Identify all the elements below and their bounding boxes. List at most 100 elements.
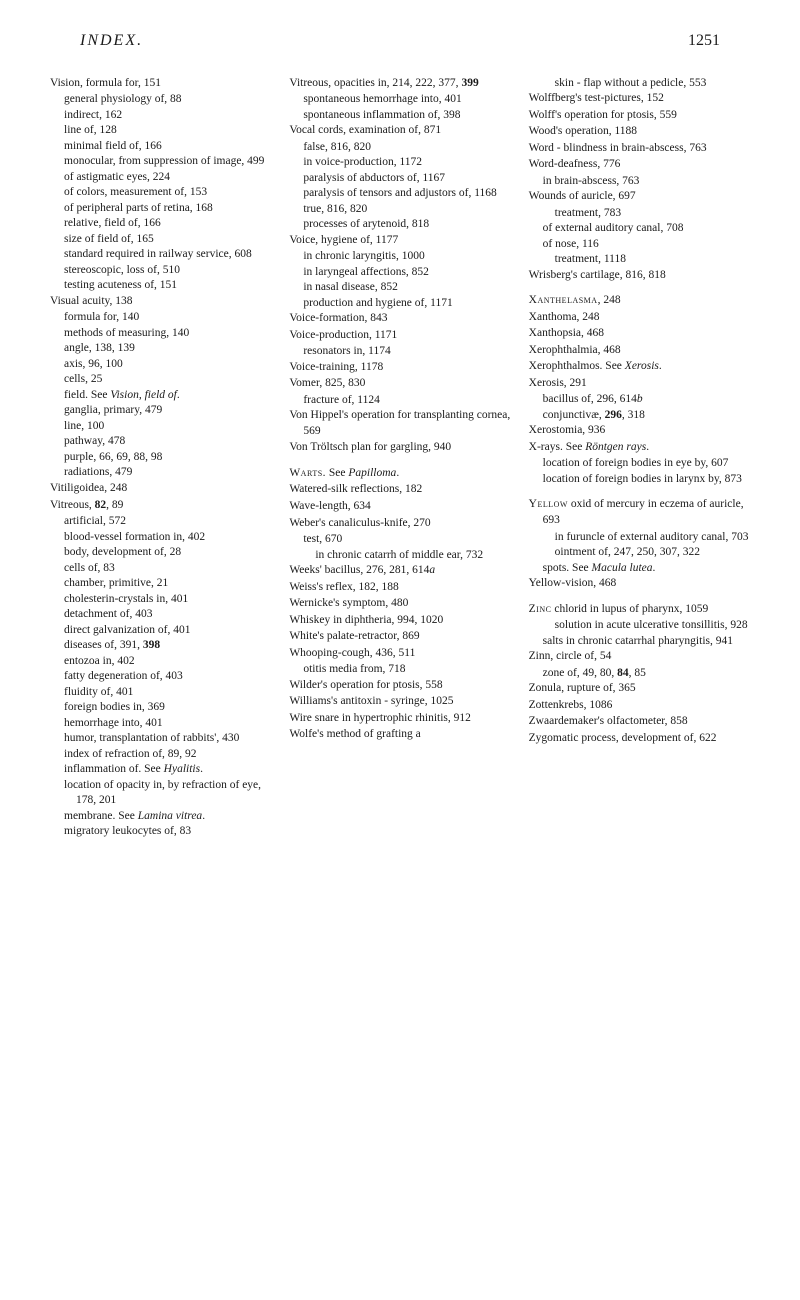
index-entry: Vitreous, opacities in, 214, 222, 377, 3… [289,76,510,92]
index-entry: chamber, primitive, 21 [50,576,271,592]
index-entry: blood-vessel formation in, 402 [50,530,271,546]
index-entry: detachment of, 403 [50,607,271,623]
index-entry: line, 100 [50,419,271,435]
index-entry: membrane. See Lamina vitrea. [50,809,271,825]
index-entry: Voice, hygiene of, 1177 [289,233,510,249]
index-entry: skin - flap without a pedicle, 553 [529,76,750,92]
index-entry: Weeks' bacillus, 276, 281, 614a [289,563,510,579]
index-entry: Word-deafness, 776 [529,157,750,173]
index-entry: monocular, from suppression of image, 49… [50,154,271,170]
index-entry: relative, field of, 166 [50,216,271,232]
index-entry: fracture of, 1124 [289,393,510,409]
index-entry: direct galvanization of, 401 [50,623,271,639]
index-entry: Word - blindness in brain-abscess, 763 [529,141,750,157]
index-entry: treatment, 783 [529,206,750,222]
index-entry: ganglia, primary, 479 [50,403,271,419]
index-entry: Xanthelasma, 248 [529,293,750,309]
index-entry: ointment of, 247, 250, 307, 322 [529,545,750,561]
index-entry: of nose, 116 [529,237,750,253]
index-entry: Wrisberg's cartilage, 816, 818 [529,268,750,284]
index-entry: Watered-silk reflections, 182 [289,482,510,498]
index-entry: humor, transplantation of rabbits', 430 [50,731,271,747]
index-entry: Whooping-cough, 436, 511 [289,646,510,662]
index-entry: cells of, 83 [50,561,271,577]
index-entry: foreign bodies in, 369 [50,700,271,716]
index-entry: in chronic laryngitis, 1000 [289,249,510,265]
index-entry: Zonula, rupture of, 365 [529,681,750,697]
index-entry: Yellow-vision, 468 [529,576,750,592]
index-entry: Zygomatic process, development of, 622 [529,731,750,747]
column-3: skin - flap without a pedicle, 553Wolffb… [529,76,750,840]
index-entry: Von Tröltsch plan for gargling, 940 [289,440,510,456]
index-entry: testing acuteness of, 151 [50,278,271,294]
index-entry: true, 816, 820 [289,202,510,218]
index-entry: Wolff's operation for ptosis, 559 [529,108,750,124]
index-entry: paralysis of tensors and adjustors of, 1… [289,186,510,202]
index-entry: false, 816, 820 [289,140,510,156]
index-entry: Xerophthalmos. See Xerosis. [529,359,750,375]
index-entry: zone of, 49, 80, 84, 85 [529,666,750,682]
index-entry: White's palate-retractor, 869 [289,629,510,645]
index-entry: index of refraction of, 89, 92 [50,747,271,763]
index-entry: hemorrhage into, 401 [50,716,271,732]
index-entry: location of opacity in, by refraction of… [50,778,271,809]
index-entry: salts in chronic catarrhal pharyngitis, … [529,634,750,650]
index-entry: X-rays. See Röntgen rays. [529,440,750,456]
index-entry: angle, 138, 139 [50,341,271,357]
index-entry: body, development of, 28 [50,545,271,561]
index-entry: Zinn, circle of, 54 [529,649,750,665]
index-entry: otitis media from, 718 [289,662,510,678]
index-entry: Weiss's reflex, 182, 188 [289,580,510,596]
index-entry: Xanthopsia, 468 [529,326,750,342]
index-entry: standard required in railway service, 60… [50,247,271,263]
index-entry: solution in acute ulcerative tonsillitis… [529,618,750,634]
index-entry: pathway, 478 [50,434,271,450]
index-entry: Voice-training, 1178 [289,360,510,376]
index-entry: field. See Vision, field of. [50,388,271,404]
index-entry: Wolffberg's test-pictures, 152 [529,91,750,107]
index-entry: Zwaardemaker's olfactometer, 858 [529,714,750,730]
index-entry: of colors, measurement of, 153 [50,185,271,201]
index-entry: production and hygiene of, 1171 [289,296,510,312]
index-entry: Xerosis, 291 [529,376,750,392]
index-entry: Wave-length, 634 [289,499,510,515]
index-entry: cells, 25 [50,372,271,388]
index-entry: Warts. See Papilloma. [289,466,510,482]
index-entry: in furuncle of external auditory canal, … [529,530,750,546]
index-entry: bacillus of, 296, 614b [529,392,750,408]
index-entry: Vitiligoidea, 248 [50,481,271,497]
index-entry: Vitreous, 82, 89 [50,498,271,514]
index-entry: spots. See Macula lutea. [529,561,750,577]
index-entry: treatment, 1118 [529,252,750,268]
index-entry: Vomer, 825, 830 [289,376,510,392]
index-entry: inflammation of. See Hyalitis. [50,762,271,778]
index-entry: processes of arytenoid, 818 [289,217,510,233]
index-entry: indirect, 162 [50,108,271,124]
index-entry: fluidity of, 401 [50,685,271,701]
header-title: INDEX. [80,30,143,52]
index-entry: Yellow oxid of mercury in eczema of auri… [529,497,750,528]
index-entry: of peripheral parts of retina, 168 [50,201,271,217]
index-entry: in nasal disease, 852 [289,280,510,296]
index-entry: Zinc chlorid in lupus of pharynx, 1059 [529,602,750,618]
index-entry: of astigmatic eyes, 224 [50,170,271,186]
index-entry: in laryngeal affections, 852 [289,265,510,281]
index-entry: Zottenkrebs, 1086 [529,698,750,714]
index-entry: of external auditory canal, 708 [529,221,750,237]
index-entry: Vision, formula for, 151 [50,76,271,92]
index-entry: stereoscopic, loss of, 510 [50,263,271,279]
column-2: Vitreous, opacities in, 214, 222, 377, 3… [289,76,510,840]
index-entry: methods of measuring, 140 [50,326,271,342]
index-entry: Williams's antitoxin - syringe, 1025 [289,694,510,710]
index-entry: diseases of, 391, 398 [50,638,271,654]
index-entry: cholesterin-crystals in, 401 [50,592,271,608]
index-entry: size of field of, 165 [50,232,271,248]
index-entry: Xerostomia, 936 [529,423,750,439]
index-entry: purple, 66, 69, 88, 98 [50,450,271,466]
index-entry: location of foreign bodies in eye by, 60… [529,456,750,472]
index-entry: Vocal cords, examination of, 871 [289,123,510,139]
page-number: 1251 [688,30,720,52]
column-1: Vision, formula for, 151general physiolo… [50,76,271,840]
index-entry: Voice-formation, 843 [289,311,510,327]
page-header: INDEX. 1251 [50,30,750,52]
